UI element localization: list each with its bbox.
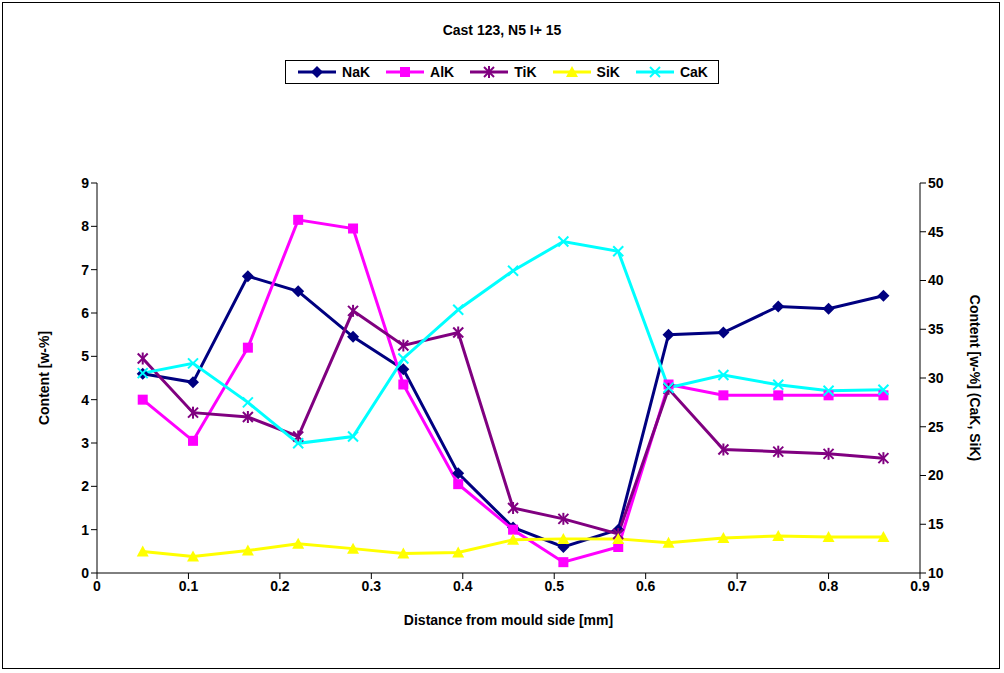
- svg-text:20: 20: [928, 467, 944, 483]
- html-text:TiK: TiK: [514, 64, 537, 80]
- svg-text:0.7: 0.7: [727, 578, 747, 594]
- svg-text:6: 6: [81, 305, 89, 321]
- svg-text:10: 10: [928, 565, 944, 581]
- svg-text:Content [w-%] (CaK, SiK): Content [w-%] (CaK, SiK): [967, 295, 983, 461]
- svg-text:3: 3: [81, 435, 89, 451]
- svg-text:30: 30: [928, 370, 944, 386]
- svg-text:0.3: 0.3: [362, 578, 382, 594]
- html-text:CaK: CaK: [679, 64, 708, 80]
- html-text:AlK: AlK: [430, 64, 455, 80]
- svg-text:15: 15: [928, 516, 944, 532]
- svg-text:40: 40: [928, 272, 944, 288]
- svg-text:0: 0: [93, 578, 101, 594]
- svg-text:0.4: 0.4: [453, 578, 473, 594]
- svg-text:1: 1: [81, 522, 89, 538]
- svg-text:0.2: 0.2: [270, 578, 290, 594]
- html-text:NaK: NaK: [342, 64, 371, 80]
- svg-text:50: 50: [928, 175, 944, 191]
- svg-text:45: 45: [928, 224, 944, 240]
- svg-text:2: 2: [81, 478, 89, 494]
- html-text:Cast 123, N5 I+ 15: Cast 123, N5 I+ 15: [442, 22, 562, 38]
- svg-text:0.6: 0.6: [636, 578, 656, 594]
- svg-text:9: 9: [81, 175, 89, 191]
- svg-text:7: 7: [81, 262, 89, 278]
- svg-text:35: 35: [928, 321, 944, 337]
- svg-text:0.5: 0.5: [544, 578, 564, 594]
- svg-text:8: 8: [81, 218, 89, 234]
- svg-text:Content [w-%]: Content [w-%]: [36, 331, 52, 425]
- svg-text:5: 5: [81, 348, 89, 364]
- html-text:SiK: SiK: [596, 64, 620, 80]
- svg-text:0.9: 0.9: [910, 578, 930, 594]
- svg-text:0: 0: [81, 565, 89, 581]
- svg-text:0.1: 0.1: [179, 578, 199, 594]
- svg-text:4: 4: [81, 392, 89, 408]
- svg-text:0.8: 0.8: [819, 578, 839, 594]
- svg-text:Distance from mould side [mm]: Distance from mould side [mm]: [404, 612, 613, 628]
- svg-text:25: 25: [928, 419, 944, 435]
